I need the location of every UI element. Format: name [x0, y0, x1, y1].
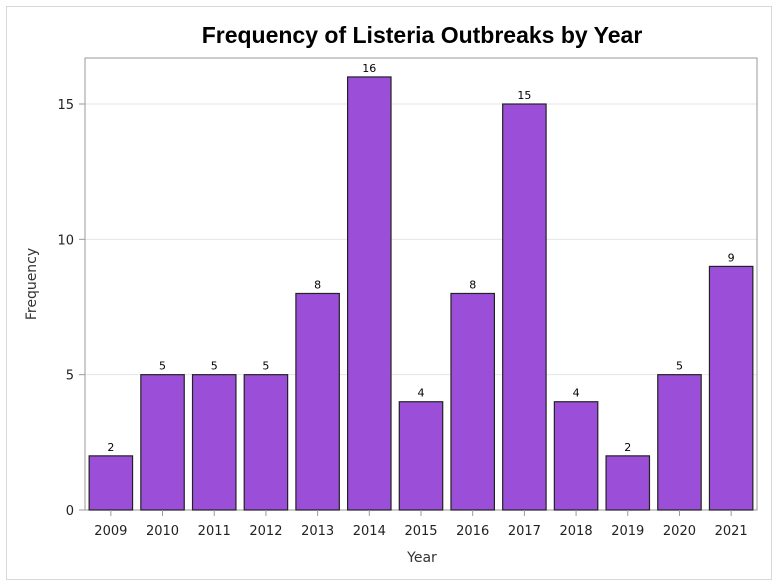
y-axis-label: Frequency: [24, 248, 40, 320]
x-tick-label-2017: 2017: [508, 524, 541, 539]
bar-2017: [502, 103, 547, 511]
data-label-2011: 5: [211, 360, 218, 373]
x-tick-label-2018: 2018: [560, 524, 593, 539]
y-tick-label: 5: [66, 369, 74, 384]
x-tick-label-2011: 2011: [198, 524, 231, 539]
data-label-2018: 4: [573, 387, 580, 400]
bar-2019: [605, 455, 651, 511]
gridlines: [85, 103, 757, 376]
bar-2021: [708, 265, 754, 511]
data-label-2020: 5: [676, 360, 683, 373]
data-label-2012: 5: [262, 360, 269, 373]
x-tick-label-2012: 2012: [249, 524, 282, 539]
y-axis-ticks: 0 5 10 15: [57, 98, 85, 519]
x-tick-label-2014: 2014: [353, 524, 386, 539]
data-label-2010: 5: [159, 360, 166, 373]
data-label-2009: 2: [107, 441, 114, 454]
data-label-2017: 15: [517, 89, 531, 102]
x-tick-label-2021: 2021: [715, 524, 748, 539]
bar-2020: [657, 374, 702, 511]
x-tick-label-2016: 2016: [456, 524, 489, 539]
y-tick-label: 10: [57, 233, 74, 248]
data-label-2015: 4: [418, 387, 425, 400]
y-tick-label: 15: [57, 98, 74, 113]
chart-title: Frequency of Listeria Outbreaks by Year: [202, 22, 643, 48]
bar-2013: [295, 292, 340, 511]
bar-2012: [243, 374, 289, 511]
x-axis-ticks: 2009 2010 2011 2012 2013 2014 2015 2016 2017 2018…: [94, 510, 748, 539]
data-label-2013: 8: [314, 278, 321, 291]
x-tick-label-2020: 2020: [663, 524, 696, 539]
bar-2015: [398, 401, 444, 511]
x-tick-label-2013: 2013: [301, 524, 334, 539]
data-label-2014: 16: [362, 62, 376, 75]
bar-2016: [450, 292, 496, 511]
x-axis-label: Year: [406, 550, 437, 566]
bars: [88, 76, 754, 511]
bar-2010: [140, 374, 185, 511]
x-tick-label-2009: 2009: [94, 524, 127, 539]
data-label-2021: 9: [728, 251, 735, 264]
data-labels: 2 5 5 5 8 16 4 8 15 4 2 5 9: [107, 62, 734, 454]
bar-2011: [191, 374, 237, 511]
bar-2014: [346, 76, 392, 511]
y-tick-label: 0: [66, 504, 74, 519]
bar-2018: [553, 401, 599, 511]
data-label-2016: 8: [469, 278, 476, 291]
x-tick-label-2010: 2010: [146, 524, 179, 539]
bar-2009: [88, 455, 134, 511]
x-tick-label-2019: 2019: [611, 524, 644, 539]
data-label-2019: 2: [624, 441, 631, 454]
x-tick-label-2015: 2015: [404, 524, 437, 539]
